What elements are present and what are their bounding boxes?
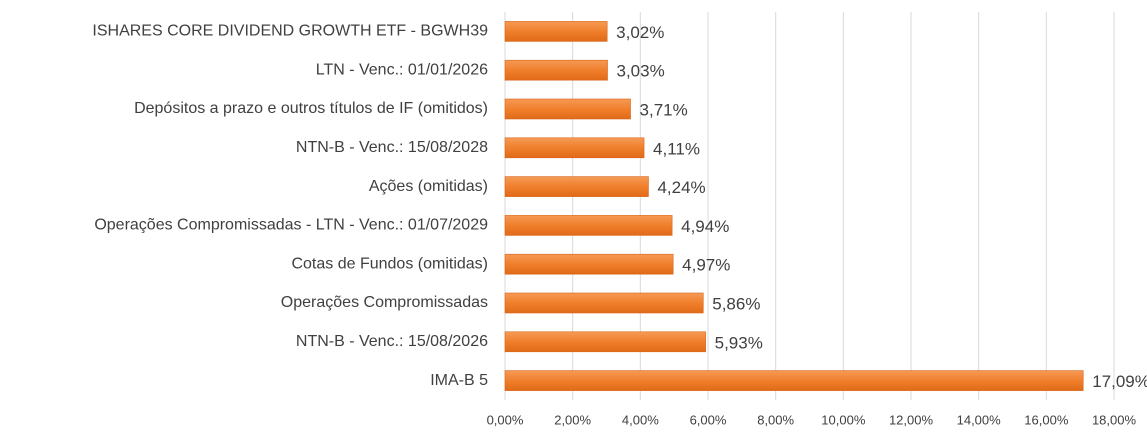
value-label: 3,03% — [617, 62, 665, 81]
x-tick-label: 4,00% — [622, 412, 659, 427]
bar — [504, 331, 706, 353]
bar — [504, 176, 649, 197]
value-label: 5,86% — [712, 294, 760, 313]
x-tick-label: 2,00% — [554, 412, 591, 427]
x-tick-label: 6,00% — [690, 412, 727, 427]
y-tick-label: Depósitos a prazo e outros títulos de IF… — [134, 100, 488, 117]
bar — [504, 370, 1084, 391]
y-tick-label: IMA-B 5 — [430, 372, 488, 389]
bar — [504, 21, 608, 42]
bar — [504, 292, 704, 314]
bar — [504, 253, 674, 275]
value-label: 3,71% — [640, 100, 688, 119]
y-tick-label: Cotas de Fundos (omitidas) — [291, 255, 488, 272]
value-label: 4,97% — [682, 256, 730, 275]
bar — [504, 137, 645, 159]
x-tick-label: 12,00% — [889, 412, 934, 427]
bar — [504, 98, 631, 120]
y-tick-label: Operações Compromissadas — [281, 294, 488, 311]
x-tick-label: 16,00% — [1024, 412, 1069, 427]
value-label: 3,02% — [616, 23, 664, 42]
value-label: 5,93% — [715, 333, 763, 352]
y-tick-label: ISHARES CORE DIVIDEND GROWTH ETF - BGWH3… — [92, 23, 488, 40]
bar — [504, 215, 673, 236]
y-tick-label: LTN - Venc.: 01/01/2026 — [316, 61, 488, 78]
value-label: 4,11% — [653, 139, 700, 158]
x-tick-label: 18,00% — [1092, 412, 1137, 427]
y-tick-label: NTN-B - Venc.: 15/08/2028 — [296, 139, 488, 156]
x-tick-label: 10,00% — [821, 412, 866, 427]
x-tick-label: 8,00% — [757, 412, 794, 427]
bar — [504, 59, 608, 81]
value-label: 4,24% — [657, 178, 705, 197]
x-tick-label: 14,00% — [957, 412, 1002, 427]
y-tick-label: NTN-B - Venc.: 15/08/2026 — [296, 333, 488, 350]
y-tick-label: Operações Compromissadas - LTN - Venc.: … — [94, 217, 488, 234]
y-tick-label: Ações (omitidas) — [369, 178, 488, 195]
x-tick-label: 0,00% — [487, 412, 524, 427]
value-label: 4,94% — [681, 217, 729, 236]
value-label: 17,09% — [1092, 372, 1147, 391]
